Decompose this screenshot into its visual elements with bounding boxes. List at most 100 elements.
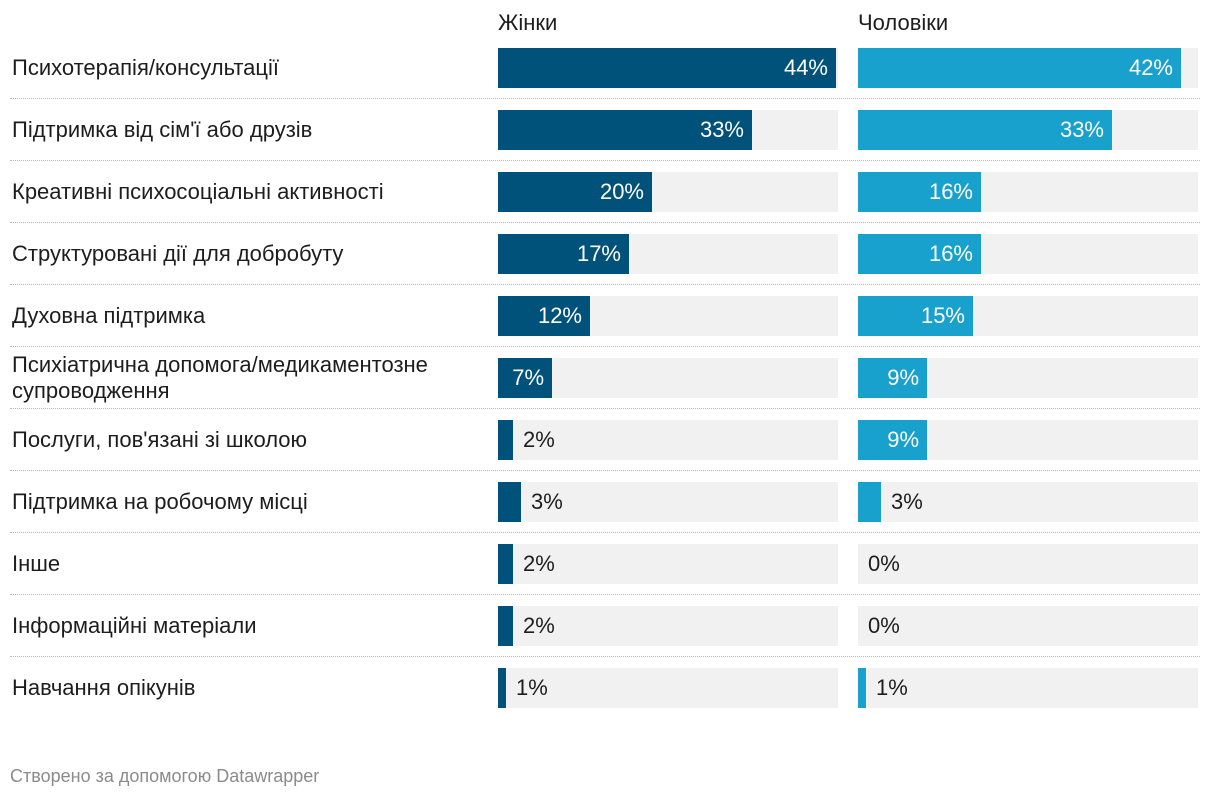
chart-row: Структуровані дії для добробуту 17% 16% (0, 234, 1200, 274)
bar-track-men: 16% (858, 172, 1198, 212)
footer-credit: Створено за допомогою Datawrapper (10, 766, 320, 786)
value-label-men: 9% (887, 365, 919, 390)
chart-row: Інше 2% 0% (0, 544, 1200, 584)
bar-men (858, 110, 1112, 150)
bar-track-women: 20% (498, 172, 838, 212)
bar-track-women: 33% (498, 110, 838, 150)
value-label-women: 44% (783, 55, 828, 80)
row-separator (10, 98, 1200, 99)
row-separator (10, 594, 1200, 595)
category-label: Інше (12, 551, 61, 576)
category-label: Навчання опікунів (12, 675, 196, 700)
chart-row: Креативні психосоціальні активності 20% 16… (0, 172, 1200, 212)
bar-men (858, 48, 1181, 88)
category-label: Психіатрична допомога/медикаментозне суп… (12, 352, 428, 403)
bar-women (498, 606, 513, 646)
bar-track-men: 33% (858, 110, 1198, 150)
bar-women (498, 296, 590, 336)
value-label-men: 15% (920, 303, 965, 328)
category-label: Духовна підтримка (12, 303, 206, 328)
value-label-men: 0% (868, 613, 900, 638)
row-separator (10, 346, 1200, 347)
category-label: Підтримка на робочому місці (12, 489, 308, 514)
row-separator (10, 284, 1200, 285)
row-separator (10, 222, 1200, 223)
value-label-men: 0% (868, 551, 900, 576)
chart-row: Підтримка на робочому місці 3% 3% (0, 482, 1200, 522)
value-label-men: 16% (928, 241, 973, 266)
bar-track-men: 16% (858, 234, 1198, 274)
bar-track-women: 1% (498, 668, 838, 708)
row-separator (10, 532, 1200, 533)
bar-men (858, 296, 973, 336)
row-separator (10, 160, 1200, 161)
bar-women (498, 110, 752, 150)
bar-men (858, 234, 981, 274)
category-label: Інформаційні матеріали (12, 613, 257, 638)
value-label-men: 9% (887, 427, 919, 452)
category-label: Послуги, пов'язані зі школою (12, 427, 308, 452)
bar-women (498, 482, 521, 522)
bar-track-women: 7% (498, 358, 838, 398)
category-label: Психотерапія/консультації (12, 55, 279, 80)
value-label-women: 2% (523, 613, 555, 638)
value-label-women: 17% (576, 241, 621, 266)
value-label-women: 12% (537, 303, 582, 328)
bar-track-women: 2% (498, 544, 838, 584)
bar-men (858, 482, 881, 522)
bar-women (498, 48, 836, 88)
chart-row: Послуги, пов'язані зі школою 2% 9% (0, 420, 1200, 460)
row-separator (10, 470, 1200, 471)
bar-women (498, 172, 652, 212)
bar-track-men: 9% (858, 358, 1198, 398)
value-label-women: 1% (516, 675, 548, 700)
value-label-men: 3% (891, 489, 923, 514)
bar-men (858, 172, 981, 212)
bar-track-men: 0% (858, 544, 1198, 584)
bar-track-men: 42% (858, 48, 1198, 88)
bar-women (498, 420, 513, 460)
bar-men (858, 420, 927, 460)
bar-men (858, 358, 927, 398)
bar-women (498, 358, 552, 398)
value-label-men: 1% (876, 675, 908, 700)
bar-track-men: 0% (858, 606, 1198, 646)
bar-track-women: 12% (498, 296, 838, 336)
value-label-women: 2% (523, 427, 555, 452)
bar-track-men: 1% (858, 668, 1198, 708)
bar-women (498, 544, 513, 584)
chart-row: Навчання опікунів 1% 1% (0, 668, 1200, 708)
category-label: Підтримка від сім'ї або друзів (12, 117, 313, 142)
category-label: Креативні психосоціальні активності (12, 179, 384, 204)
bar-track-women: 2% (498, 606, 838, 646)
category-label: Структуровані дії для добробуту (12, 241, 344, 266)
bar-track-women: 17% (498, 234, 838, 274)
chart-row: Психотерапія/консультації 44% 42% (0, 48, 1200, 88)
value-label-men: 33% (1059, 117, 1104, 142)
chart-row: Психіатрична допомога/медикаментозне суп… (0, 352, 1200, 403)
chart-row: Підтримка від сім'ї або друзів 33% 33% (0, 110, 1200, 150)
value-label-men: 42% (1128, 55, 1173, 80)
bar-women (498, 234, 629, 274)
series-header-men: Чоловіки (858, 10, 949, 35)
value-label-women: 20% (599, 179, 644, 204)
series-header-women: Жінки (498, 10, 558, 35)
bar-women (498, 668, 506, 708)
bar-track-men: 9% (858, 420, 1198, 460)
row-separator (10, 656, 1200, 657)
row-separator (10, 408, 1200, 409)
value-label-women: 3% (531, 489, 563, 514)
bar-track-men: 3% (858, 482, 1198, 522)
chart-row: Духовна підтримка 12% 15% (0, 296, 1200, 336)
bar-track-women: 2% (498, 420, 838, 460)
bar-men (858, 668, 866, 708)
bar-track-women: 3% (498, 482, 838, 522)
value-label-women: 33% (699, 117, 744, 142)
chart: Жінки Чоловіки Психотерапія/консультації… (0, 10, 1200, 708)
value-label-women: 7% (512, 365, 544, 390)
value-label-women: 2% (523, 551, 555, 576)
bar-track-women: 44% (498, 48, 838, 88)
chart-row: Інформаційні матеріали 2% 0% (0, 606, 1200, 646)
value-label-men: 16% (928, 179, 973, 204)
bar-track-men: 15% (858, 296, 1198, 336)
